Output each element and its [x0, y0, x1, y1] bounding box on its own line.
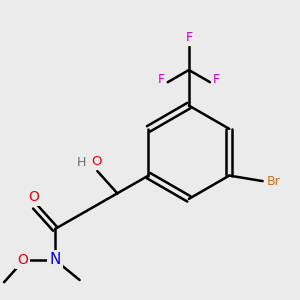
Text: Br: Br	[267, 175, 280, 188]
Text: H: H	[77, 156, 86, 169]
Text: F: F	[158, 74, 165, 86]
Text: O: O	[91, 154, 101, 168]
Text: N: N	[50, 253, 61, 268]
Text: F: F	[185, 31, 193, 44]
Text: F: F	[213, 74, 220, 86]
Text: O: O	[17, 253, 28, 267]
Text: O: O	[28, 190, 40, 204]
